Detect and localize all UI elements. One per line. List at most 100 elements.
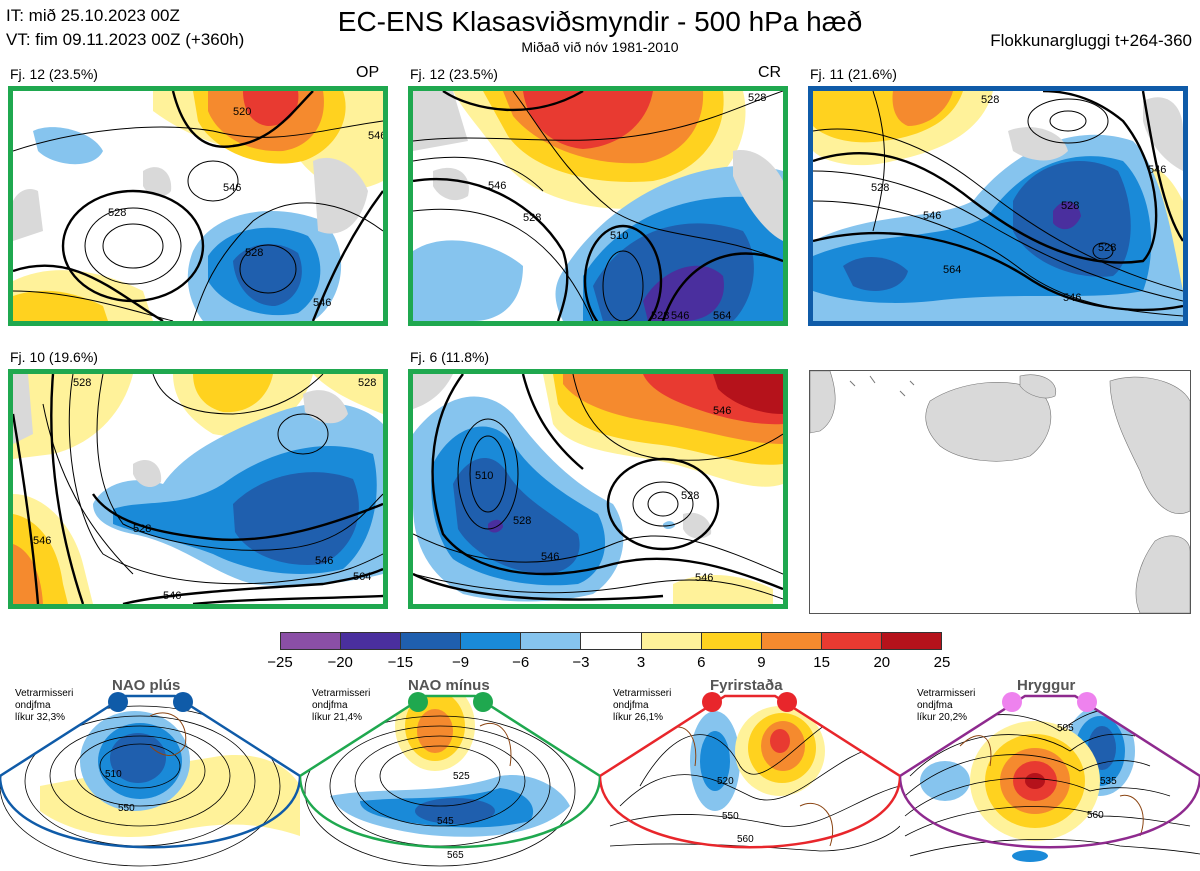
cluster-4-contour-label: 546 xyxy=(315,555,333,567)
cluster-3-map: 528 528 546 528 528 564 546 546 564 xyxy=(808,86,1188,326)
colorbar-segment xyxy=(881,633,942,649)
regime-ridge-map: 505 535 560 xyxy=(900,692,1200,871)
cluster-1-tag: OP xyxy=(356,64,380,81)
cluster-5-contour-label: 510 xyxy=(475,470,493,482)
cluster-3-contour-label: 546 xyxy=(923,210,941,222)
note-line: líkur 20,2% xyxy=(917,712,968,723)
regime-blocking-title: Fyrirstaða xyxy=(710,677,783,694)
cluster-4-anomaly-map: 528 528 546 546 546 564 528 564 xyxy=(13,374,383,604)
cluster-2-contour-label: 546 xyxy=(488,180,506,192)
base-map-outline xyxy=(810,371,1190,613)
colorbar-tick-label: 25 xyxy=(933,654,951,671)
base-map xyxy=(809,370,1191,614)
cluster-1-contour-label: 546 xyxy=(368,130,383,142)
cluster-5-map: 510 528 546 528 546 564 564 546 xyxy=(408,369,788,609)
cluster-1-contour-label: 546 xyxy=(313,297,331,309)
regime-contour-label: 550 xyxy=(722,811,739,822)
cluster-5-contour-label: 528 xyxy=(681,490,699,502)
colorbar-segment xyxy=(461,633,522,649)
note-line: líkur 26,1% xyxy=(613,712,664,723)
cluster-1-contour-label: 528 xyxy=(108,207,126,219)
cluster-3-contour-label: 546 xyxy=(1063,292,1081,304)
cluster-3-contour-label: 528 xyxy=(871,182,889,194)
cluster-2-contour-label: 546 xyxy=(671,310,689,321)
note-line: ondjfma xyxy=(15,700,51,711)
cluster-3-contour-label: 528 xyxy=(1098,242,1116,254)
note-line: líkur 32,3% xyxy=(15,712,66,723)
colorbar-tick-label: −9 xyxy=(451,654,470,671)
cluster-5-label: Fj. 6 (11.8%) xyxy=(410,349,490,365)
cluster-2-contour-label: 564 xyxy=(713,310,731,321)
cluster-1-anomaly-map: 528 520 546 528 546 528 546 xyxy=(13,91,383,321)
cluster-4-label: Fj. 10 (19.6%) xyxy=(10,349,98,365)
note-line: Vetrarmisseri xyxy=(917,688,976,699)
cluster-2-contour-label: 528 xyxy=(748,92,766,104)
colorbar-tick-label: −6 xyxy=(512,654,530,671)
cluster-3-contour-label: 564 xyxy=(943,264,961,276)
header-time-info: IT: mið 25.10.2023 00Z VT: fim 09.11.202… xyxy=(6,4,244,52)
cluster-3-anomaly-map: 528 528 546 528 528 564 546 546 564 xyxy=(813,91,1183,321)
page-subtitle: Miðað við nóv 1981-2010 xyxy=(521,39,679,55)
colorbar-segment xyxy=(761,633,822,649)
cluster-2-map: 528 546 528 510 528 546 564 xyxy=(408,86,788,326)
regime-nao-plus-map: 510 550 xyxy=(0,692,300,871)
colorbar-tick-label: −15 xyxy=(387,654,414,671)
regime-contour-label: 510 xyxy=(105,769,122,780)
colorbar-segment xyxy=(341,633,402,649)
regime-ridge-note: Vetrarmisseri ondjfma líkur 20,2% xyxy=(917,688,975,724)
cluster-5-contour-label: 546 xyxy=(695,572,713,584)
cluster-4-contour-label: 564 xyxy=(353,571,371,583)
cluster-4-contour-label: 564 xyxy=(203,603,221,604)
note-line: líkur 21,4% xyxy=(312,712,363,723)
cluster-2-tag: CR xyxy=(758,64,782,81)
regime-contour-label: 505 xyxy=(1057,723,1074,734)
colorbar-tick-label: −20 xyxy=(327,654,353,671)
init-time: IT: mið 25.10.2023 00Z xyxy=(6,6,180,25)
cluster-4-map: 528 528 546 546 546 564 528 564 xyxy=(8,369,388,609)
page-title: EC-ENS Klasasviðsmyndir - 500 hPa hæð xyxy=(337,6,863,37)
regime-contour-label: 535 xyxy=(1100,776,1117,787)
anomaly-colorbar xyxy=(280,632,942,650)
cluster-1-contour-label: 546 xyxy=(223,182,241,194)
note-line: Vetrarmisseri xyxy=(312,688,371,699)
regime-contour-label: 520 xyxy=(717,776,734,787)
cluster-4-contour-label: 528 xyxy=(133,523,151,535)
cluster-1-contour-label: 520 xyxy=(233,106,251,118)
valid-time: VT: fim 09.11.2023 00Z (+360h) xyxy=(6,30,245,49)
cluster-2-contour-label: 510 xyxy=(610,230,628,242)
note-line: ondjfma xyxy=(917,700,953,711)
cluster-1-contour-label: 528 xyxy=(163,320,181,321)
cluster-2-label: Fj. 12 (23.5%) xyxy=(410,66,498,82)
regime-contour-label: 545 xyxy=(437,816,454,827)
cluster-3-contour-label: 546 xyxy=(1148,164,1166,176)
regime-blocking-note: Vetrarmisseri ondjfma líkur 26,1% xyxy=(613,688,671,724)
colorbar-segment xyxy=(821,633,882,649)
colorbar-tick-label: 15 xyxy=(813,654,830,671)
cluster-1-label: Fj. 12 (23.5%) xyxy=(10,66,98,82)
regime-nao-plus-title: NAO plús xyxy=(112,677,181,694)
cluster-2-contour-label: 528 xyxy=(523,212,541,224)
cluster-3-contour-label: 528 xyxy=(1061,200,1079,212)
cluster-4-contour-label: 528 xyxy=(358,377,376,389)
colorbar-segment xyxy=(281,633,342,649)
regime-contour-label: 560 xyxy=(1087,810,1104,821)
regime-nao-plus-note: Vetrarmisseri ondjfma líkur 32,3% xyxy=(15,688,73,724)
colorbar-segment xyxy=(521,633,582,649)
cluster-2-anomaly-map: 528 546 528 510 528 546 564 xyxy=(413,91,783,321)
colorbar-segment xyxy=(401,633,462,649)
regime-contour-label: 565 xyxy=(447,850,464,861)
regime-nao-minus-note: Vetrarmisseri ondjfma líkur 21,4% xyxy=(312,688,370,724)
note-line: Vetrarmisseri xyxy=(15,688,74,699)
cluster-3-contour-label: 528 xyxy=(981,94,999,106)
regime-contour-label: 525 xyxy=(453,771,470,782)
colorbar-segment xyxy=(701,633,762,649)
colorbar-tick-label: 20 xyxy=(873,654,891,671)
cluster-5-contour-label: 528 xyxy=(513,515,531,527)
regime-nao-minus-title: NAO mínus xyxy=(408,677,490,694)
note-line: Vetrarmisseri xyxy=(613,688,672,699)
note-line: ondjfma xyxy=(312,700,348,711)
cluster-5-anomaly-map: 510 528 546 528 546 564 564 546 xyxy=(413,374,783,604)
regime-contour-label: 560 xyxy=(737,834,754,845)
regime-nao-minus-map: 525 545 565 xyxy=(300,692,600,871)
colorbar-tick-label: 6 xyxy=(697,654,706,671)
